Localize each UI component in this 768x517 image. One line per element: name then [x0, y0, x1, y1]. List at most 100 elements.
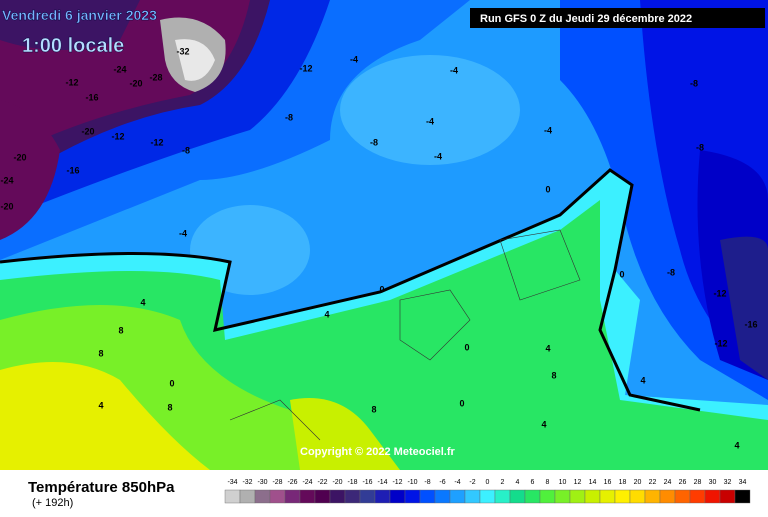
scale-swatch: [435, 490, 450, 503]
contour-label: -16: [85, 92, 98, 102]
scale-label: 14: [589, 479, 597, 486]
scale-swatch: [585, 490, 600, 503]
field-patch: [340, 55, 520, 165]
contour-label: 8: [118, 325, 123, 335]
copyright: Copyright © 2022 Meteociel.fr: [300, 446, 456, 458]
scale-label: -8: [424, 479, 430, 486]
scale-swatch: [675, 490, 690, 503]
contour-label: 4: [98, 400, 103, 410]
contour-label: 0: [464, 342, 469, 352]
contour-label: -4: [350, 54, 358, 64]
scale-swatch: [720, 490, 735, 503]
scale-label: 6: [531, 479, 535, 486]
scale-swatch: [420, 490, 435, 503]
scale-label: 18: [619, 479, 627, 486]
scale-label: -34: [227, 479, 237, 486]
contour-label: 8: [551, 370, 556, 380]
scale-swatch: [225, 490, 240, 503]
contour-label: -8: [667, 267, 675, 277]
footer-title: Température 850hPa: [28, 479, 175, 496]
contour-label: 4: [324, 309, 329, 319]
scale-label: 16: [604, 479, 612, 486]
scale-swatch: [735, 490, 750, 503]
scale-label: 32: [724, 479, 732, 486]
scale-label: -18: [347, 479, 357, 486]
scale-label: -2: [469, 479, 475, 486]
scale-swatch: [315, 490, 330, 503]
scale-swatch: [525, 490, 540, 503]
contour-label: -20: [129, 78, 142, 88]
contour-label: -8: [370, 137, 378, 147]
scale-label: -26: [287, 479, 297, 486]
contour-label: 4: [140, 297, 145, 307]
contour-label: -32: [176, 46, 189, 56]
contour-label: 0: [459, 398, 464, 408]
scale-label: 0: [486, 479, 490, 486]
contour-label: -8: [182, 145, 190, 155]
scale-label: -6: [439, 479, 445, 486]
scale-label: 2: [501, 479, 505, 486]
contour-label: -8: [285, 112, 293, 122]
scale-swatch: [465, 490, 480, 503]
scale-swatch: [645, 490, 660, 503]
scale-label: -22: [317, 479, 327, 486]
scale-swatch: [690, 490, 705, 503]
scale-swatch: [285, 490, 300, 503]
scale-swatch: [705, 490, 720, 503]
contour-label: 4: [734, 440, 739, 450]
color-scale: -34-32-30-28-26-24-22-20-18-16-14-12-10-…: [225, 479, 750, 503]
scale-label: -30: [257, 479, 267, 486]
scale-swatch: [615, 490, 630, 503]
contour-label: 4: [640, 375, 645, 385]
scale-label: 8: [546, 479, 550, 486]
scale-swatch: [270, 490, 285, 503]
scale-label: -14: [377, 479, 387, 486]
scale-label: -10: [407, 479, 417, 486]
contour-label: -20: [13, 152, 26, 162]
scale-swatch: [345, 490, 360, 503]
contour-label: -4: [426, 116, 434, 126]
scale-label: 4: [516, 479, 520, 486]
contour-label: -8: [696, 142, 704, 152]
contour-label: -8: [690, 78, 698, 88]
contour-label: 0: [379, 284, 384, 294]
contour-label: 4: [545, 343, 550, 353]
scale-swatch: [660, 490, 675, 503]
contour-label: -12: [150, 137, 163, 147]
scale-label: 34: [739, 479, 747, 486]
scale-swatch: [375, 490, 390, 503]
contour-label: -12: [65, 77, 78, 87]
scale-label: 30: [709, 479, 717, 486]
footer-lead: (+ 192h): [32, 497, 73, 509]
scale-swatch: [495, 490, 510, 503]
contour-label: -12: [714, 338, 727, 348]
scale-label: 28: [694, 479, 702, 486]
contour-label: 0: [619, 269, 624, 279]
scale-label: 26: [679, 479, 687, 486]
scale-label: -20: [332, 479, 342, 486]
contour-label: -4: [544, 125, 552, 135]
scale-swatch: [480, 490, 495, 503]
contour-label: -4: [450, 65, 458, 75]
scale-swatch: [510, 490, 525, 503]
map-time: 1:00 locale: [22, 35, 124, 57]
scale-label: -28: [272, 479, 282, 486]
contour-label: 4: [541, 419, 546, 429]
scale-swatch: [255, 490, 270, 503]
contour-label: -12: [299, 63, 312, 73]
scale-label: 24: [664, 479, 672, 486]
scale-swatch: [240, 490, 255, 503]
contour-label: -16: [66, 165, 79, 175]
scale-swatch: [555, 490, 570, 503]
contour-label: -20: [81, 126, 94, 136]
scale-swatch: [390, 490, 405, 503]
scale-swatch: [330, 490, 345, 503]
scale-swatch: [450, 490, 465, 503]
scale-label: -32: [242, 479, 252, 486]
scale-swatch: [570, 490, 585, 503]
scale-label: -24: [302, 479, 312, 486]
run-info: Run GFS 0 Z du Jeudi 29 décembre 2022: [480, 13, 692, 25]
contour-label: -20: [0, 201, 13, 211]
scale-swatch: [300, 490, 315, 503]
contour-label: -4: [434, 151, 442, 161]
